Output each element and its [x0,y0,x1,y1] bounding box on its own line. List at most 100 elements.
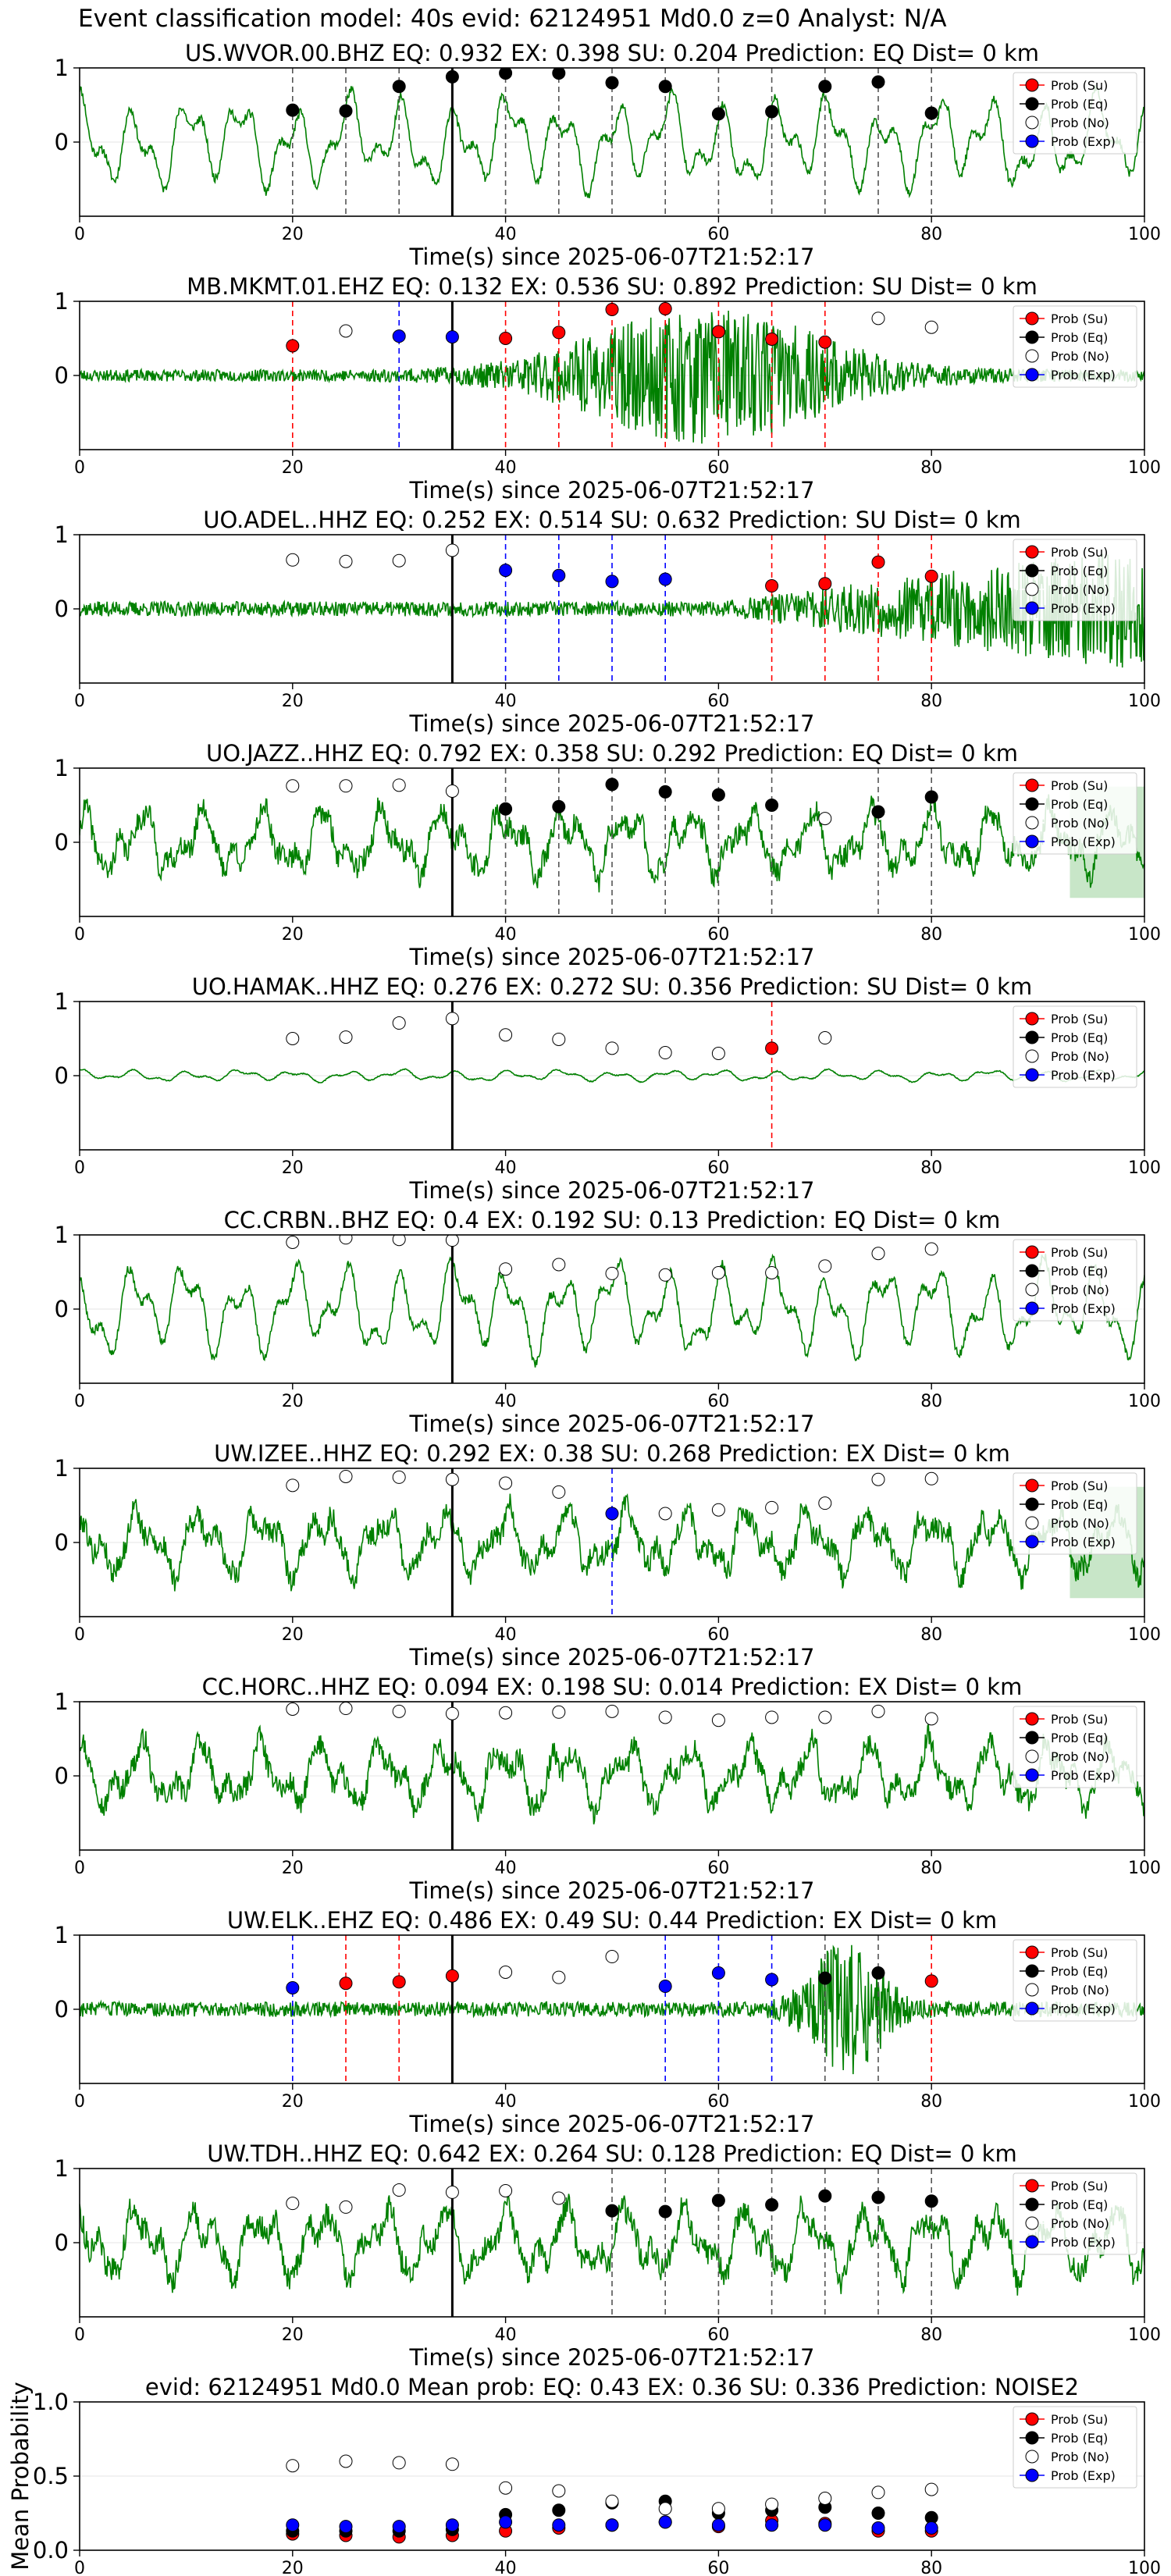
point-no [605,1266,619,1280]
y-tick-label: 0 [55,829,69,856]
legend-marker-exp [1025,834,1039,849]
legend-marker-su [1025,1478,1039,1493]
legend-marker-eq [1025,1964,1039,1978]
x-tick-label: 60 [707,692,729,711]
legend-marker-su [1025,2412,1039,2426]
legend-marker-exp [1025,1535,1039,1549]
point-eq [765,799,779,812]
legend-marker-exp [1025,2468,1039,2482]
point-su [286,339,300,353]
x-tick-label: 40 [495,1625,517,1645]
legend-marker-eq [1025,1030,1039,1044]
legend-label-no: Prob (No) [1051,116,1109,130]
legend-label-exp: Prob (Exp) [1051,1301,1116,1316]
legend-marker-no [1025,1516,1039,1530]
x-tick-label: 60 [707,225,729,244]
point-no [339,779,353,793]
x-tick-label: 40 [495,458,517,478]
legend-marker-no [1025,2216,1039,2230]
point-su [445,1969,459,1983]
point-exp [765,1973,779,1987]
x-tick-label: 100 [1128,225,1161,244]
legend-label-eq: Prob (Eq) [1051,1731,1108,1745]
point-no [711,1047,725,1060]
point-no [818,1031,832,1045]
point-su [392,1975,406,1989]
point-no [658,1710,672,1724]
x-tick-label: 40 [495,1158,517,1178]
x-tick-label: 80 [920,458,942,478]
x-tick-label: 60 [707,2092,729,2112]
panel-title: UW.IZEE..HHZ EQ: 0.292 EX: 0.38 SU: 0.26… [214,1440,1010,1467]
point-no [445,1706,459,1720]
legend-label-eq: Prob (Eq) [1051,1030,1108,1045]
legend-label-eq: Prob (Eq) [1051,2431,1108,2446]
point-no [392,1704,406,1718]
x-tick-label: 20 [282,2559,304,2576]
legend-label-eq: Prob (Eq) [1051,2197,1108,2212]
x-tick-label: 80 [920,1392,942,1411]
panel-3: UO.ADEL..HHZ EQ: 0.252 EX: 0.514 SU: 0.6… [55,507,1161,737]
point-no [286,2197,300,2211]
x-tick-label: 80 [920,925,942,945]
x-axis-label: Time(s) since 2025-06-07T21:52:17 [409,1644,815,1670]
legend-label-exp: Prob (Exp) [1051,2468,1116,2483]
panel-title: UO.ADEL..HHZ EQ: 0.252 EX: 0.514 SU: 0.6… [203,507,1021,533]
point-no [445,2457,459,2471]
point-exp [818,2518,832,2532]
x-tick-label: 0 [74,2559,85,2576]
x-tick-label: 20 [282,925,304,945]
x-tick-label: 60 [707,2325,729,2345]
point-no [818,812,832,826]
legend-marker-su [1025,2179,1039,2193]
legend-label-su: Prob (Su) [1051,1245,1108,1260]
legend-label-su: Prob (Su) [1051,311,1108,326]
x-tick-label: 100 [1128,692,1161,711]
x-tick-label: 60 [707,2559,729,2576]
x-tick-label: 20 [282,692,304,711]
point-no [286,553,300,567]
legend-label-eq: Prob (Eq) [1051,1497,1108,1512]
legend-label-su: Prob (Su) [1051,78,1108,93]
legend-marker-su [1025,778,1039,792]
x-tick-label: 100 [1128,1625,1161,1645]
y-tick-label: 0 [55,2229,69,2256]
panel-7: UW.IZEE..HHZ EQ: 0.292 EX: 0.38 SU: 0.26… [55,1440,1161,1670]
y-tick-label: 0 [55,1062,69,1089]
point-su [765,579,779,593]
x-axis-label: Time(s) since 2025-06-07T21:52:17 [409,244,815,270]
legend-marker-exp [1025,601,1039,615]
y-tick-label: 1 [55,1688,69,1715]
y-tick-label: 1.0 [33,2389,69,2415]
point-eq [658,2204,672,2218]
x-axis-label: Time(s) since 2025-06-07T21:52:17 [409,477,815,503]
panel-8: CC.HORC..HHZ EQ: 0.094 EX: 0.198 SU: 0.0… [55,1674,1161,1904]
point-no [392,553,406,568]
point-no [339,1702,353,1716]
y-tick-label: 1 [55,1455,69,1482]
point-no [818,1259,832,1273]
y-tick-label: 0 [55,1763,69,1789]
x-tick-label: 100 [1128,1859,1161,1878]
point-exp [445,2518,459,2532]
point-exp [711,1966,725,1980]
point-no [339,2454,353,2468]
x-tick-label: 80 [920,692,942,711]
panel-title: UO.HAMAK..HHZ EQ: 0.276 EX: 0.272 SU: 0.… [192,973,1032,1000]
x-tick-label: 0 [74,458,85,478]
x-tick-label: 80 [920,225,942,244]
legend-marker-exp [1025,1068,1039,1082]
point-no [818,2492,832,2505]
point-exp [871,2521,885,2535]
legend-label-no: Prob (No) [1051,1283,1109,1297]
point-no [499,1028,513,1042]
point-no [499,1476,513,1490]
point-no [924,1242,938,1256]
point-eq [711,2194,725,2208]
x-axis-label: Time(s) since 2025-06-07T21:52:17 [409,2111,815,2137]
point-exp [392,2520,406,2534]
waveform-trace [80,1253,1144,1368]
y-tick-label: 1 [55,988,69,1015]
point-no [552,1705,566,1719]
point-no [499,1966,513,1979]
